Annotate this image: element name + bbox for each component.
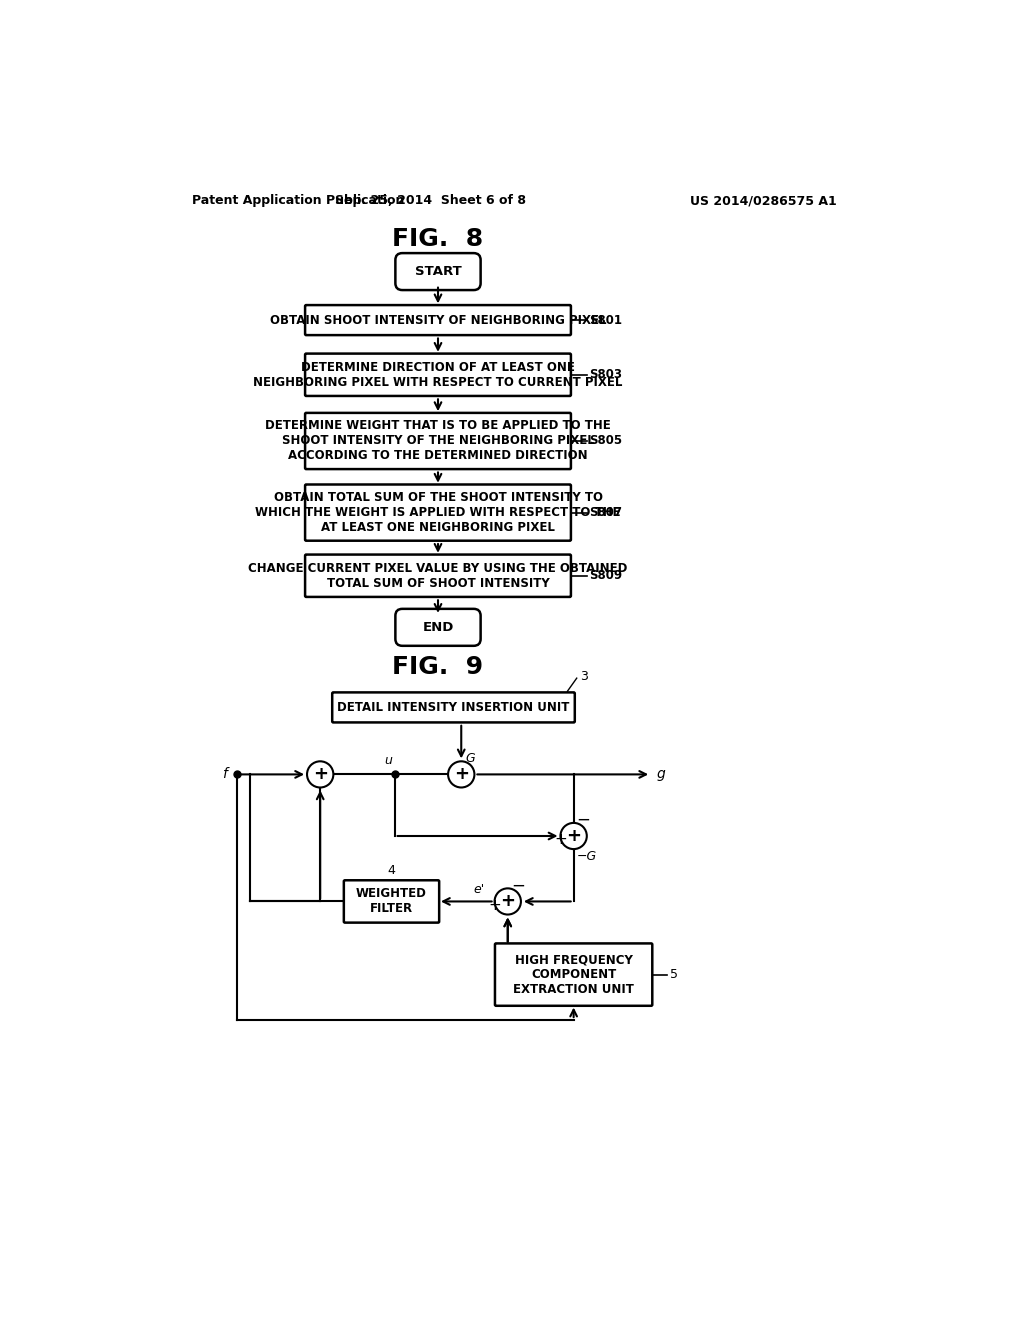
FancyBboxPatch shape — [305, 354, 571, 396]
Text: +: + — [454, 766, 469, 783]
FancyBboxPatch shape — [344, 880, 439, 923]
FancyBboxPatch shape — [332, 693, 574, 722]
Text: START: START — [415, 265, 462, 279]
Text: HIGH FREQUENCY
COMPONENT
EXTRACTION UNIT: HIGH FREQUENCY COMPONENT EXTRACTION UNIT — [513, 953, 634, 997]
Text: +: + — [501, 892, 515, 911]
Text: DETERMINE WEIGHT THAT IS TO BE APPLIED TO THE
SHOOT INTENSITY OF THE NEIGHBORING: DETERMINE WEIGHT THAT IS TO BE APPLIED T… — [265, 420, 611, 462]
Text: S801: S801 — [589, 314, 623, 326]
Text: S803: S803 — [589, 368, 623, 381]
Text: +: + — [312, 766, 328, 783]
Text: FIG.  8: FIG. 8 — [392, 227, 483, 251]
Text: −: − — [577, 810, 591, 829]
Text: FIG.  9: FIG. 9 — [392, 655, 483, 678]
Text: S805: S805 — [589, 434, 623, 447]
Text: u: u — [384, 754, 392, 767]
Text: −G: −G — [577, 850, 597, 863]
Text: +: + — [554, 833, 567, 847]
Text: 4: 4 — [387, 865, 395, 878]
Text: END: END — [422, 620, 454, 634]
Text: f: f — [222, 767, 227, 781]
Text: Patent Application Publication: Patent Application Publication — [191, 194, 403, 207]
Circle shape — [560, 822, 587, 849]
Text: DETERMINE DIRECTION OF AT LEAST ONE
NEIGHBORING PIXEL WITH RESPECT TO CURRENT PI: DETERMINE DIRECTION OF AT LEAST ONE NEIG… — [253, 360, 623, 389]
Text: 3: 3 — [580, 671, 588, 684]
Text: DETAIL INTENSITY INSERTION UNIT: DETAIL INTENSITY INSERTION UNIT — [337, 701, 569, 714]
Text: US 2014/0286575 A1: US 2014/0286575 A1 — [690, 194, 837, 207]
Text: g: g — [656, 767, 666, 781]
Text: CHANGE CURRENT PIXEL VALUE BY USING THE OBTAINED
TOTAL SUM OF SHOOT INTENSITY: CHANGE CURRENT PIXEL VALUE BY USING THE … — [248, 562, 628, 590]
Text: 5: 5 — [670, 968, 678, 981]
Circle shape — [449, 762, 474, 788]
Text: S809: S809 — [589, 569, 623, 582]
Text: Sep. 25, 2014  Sheet 6 of 8: Sep. 25, 2014 Sheet 6 of 8 — [335, 194, 525, 207]
Text: OBTAIN TOTAL SUM OF THE SHOOT INTENSITY TO
WHICH THE WEIGHT IS APPLIED WITH RESP: OBTAIN TOTAL SUM OF THE SHOOT INTENSITY … — [255, 491, 621, 535]
Circle shape — [307, 762, 334, 788]
FancyBboxPatch shape — [495, 944, 652, 1006]
Text: +: + — [488, 898, 501, 913]
FancyBboxPatch shape — [395, 609, 480, 645]
FancyBboxPatch shape — [305, 484, 571, 541]
Text: G: G — [465, 752, 475, 766]
Circle shape — [495, 888, 521, 915]
Text: WEIGHTED
FILTER: WEIGHTED FILTER — [356, 887, 427, 916]
Text: OBTAIN SHOOT INTENSITY OF NEIGHBORING PIXEL: OBTAIN SHOOT INTENSITY OF NEIGHBORING PI… — [269, 314, 606, 326]
FancyBboxPatch shape — [395, 253, 480, 290]
Text: e': e' — [473, 883, 484, 896]
Text: S807: S807 — [589, 506, 623, 519]
FancyBboxPatch shape — [305, 305, 571, 335]
Text: +: + — [566, 828, 582, 845]
FancyBboxPatch shape — [305, 413, 571, 469]
FancyBboxPatch shape — [305, 554, 571, 597]
Text: −: − — [511, 876, 524, 894]
